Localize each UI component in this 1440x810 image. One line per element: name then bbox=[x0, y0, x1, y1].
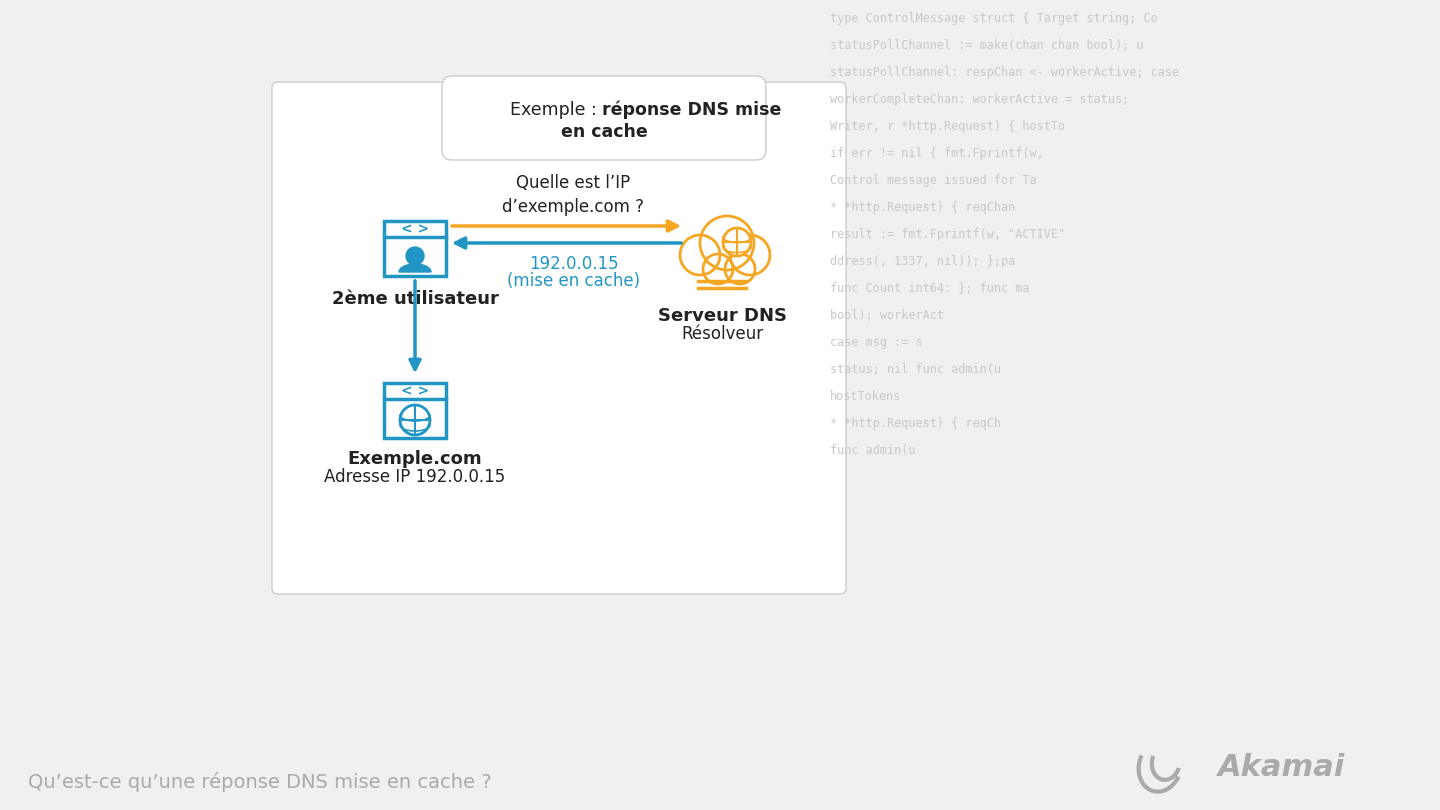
FancyBboxPatch shape bbox=[384, 382, 446, 437]
Text: func admin(u: func admin(u bbox=[829, 444, 916, 457]
Text: statusPollChannel := make(chan chan bool); u: statusPollChannel := make(chan chan bool… bbox=[829, 39, 1143, 52]
Text: < >: < > bbox=[400, 222, 429, 236]
Text: Control message issued for Ta: Control message issued for Ta bbox=[829, 174, 1037, 187]
FancyBboxPatch shape bbox=[442, 76, 766, 160]
Text: Quelle est l’IP
d’exemple.com ?: Quelle est l’IP d’exemple.com ? bbox=[503, 173, 645, 216]
Text: 192.0.0.15: 192.0.0.15 bbox=[528, 255, 618, 273]
Text: case msg := s: case msg := s bbox=[829, 336, 923, 349]
Text: type ControlMessage struct { Target string; Co: type ControlMessage struct { Target stri… bbox=[829, 12, 1158, 25]
Text: ddress(, 1337, nil)); };pa: ddress(, 1337, nil)); };pa bbox=[829, 255, 1015, 268]
Text: * *http.Request) { reqChan: * *http.Request) { reqChan bbox=[829, 201, 1015, 214]
Text: result := fmt.Fprintf(w, "ACTIVE": result := fmt.Fprintf(w, "ACTIVE" bbox=[829, 228, 1066, 241]
Text: Writer, r *http.Request) { hostTo: Writer, r *http.Request) { hostTo bbox=[829, 120, 1066, 133]
Circle shape bbox=[680, 235, 720, 275]
Polygon shape bbox=[399, 264, 431, 272]
Text: 2ème utilisateur: 2ème utilisateur bbox=[331, 290, 498, 308]
Circle shape bbox=[730, 235, 770, 275]
Text: < >: < > bbox=[400, 384, 429, 398]
Text: Akamai: Akamai bbox=[1218, 753, 1345, 782]
Text: Serveur DNS: Serveur DNS bbox=[658, 307, 786, 325]
Text: (mise en cache): (mise en cache) bbox=[507, 272, 639, 290]
Text: Qu’est-ce qu’une réponse DNS mise en cache ?: Qu’est-ce qu’une réponse DNS mise en cac… bbox=[27, 772, 491, 792]
Circle shape bbox=[724, 254, 755, 284]
Circle shape bbox=[700, 216, 755, 270]
Text: func Count int64: }; func ma: func Count int64: }; func ma bbox=[829, 282, 1030, 295]
Text: bool); workerAct: bool); workerAct bbox=[829, 309, 945, 322]
Text: if err != nil { fmt.Fprintf(w,: if err != nil { fmt.Fprintf(w, bbox=[829, 147, 1044, 160]
Text: * *http.Request) { reqCh: * *http.Request) { reqCh bbox=[829, 417, 1001, 430]
Circle shape bbox=[400, 405, 431, 435]
Text: Exemple :: Exemple : bbox=[510, 101, 602, 119]
Text: Résolveur: Résolveur bbox=[681, 325, 763, 343]
Text: statusPollChannel: respChan <- workerActive; case: statusPollChannel: respChan <- workerAct… bbox=[829, 66, 1179, 79]
Text: status; nil func admin(u: status; nil func admin(u bbox=[829, 363, 1001, 376]
Text: Adresse IP 192.0.0.15: Adresse IP 192.0.0.15 bbox=[324, 468, 505, 486]
FancyBboxPatch shape bbox=[272, 82, 847, 594]
Circle shape bbox=[703, 254, 733, 284]
Text: workerCompleteChan: workerActive = status;: workerCompleteChan: workerActive = statu… bbox=[829, 93, 1129, 106]
Circle shape bbox=[406, 247, 423, 265]
FancyBboxPatch shape bbox=[384, 220, 446, 275]
Circle shape bbox=[723, 228, 752, 256]
Text: hostTokens: hostTokens bbox=[829, 390, 901, 403]
Text: en cache: en cache bbox=[560, 123, 648, 141]
Text: Exemple.com: Exemple.com bbox=[347, 450, 482, 468]
Text: réponse DNS mise: réponse DNS mise bbox=[602, 100, 782, 119]
